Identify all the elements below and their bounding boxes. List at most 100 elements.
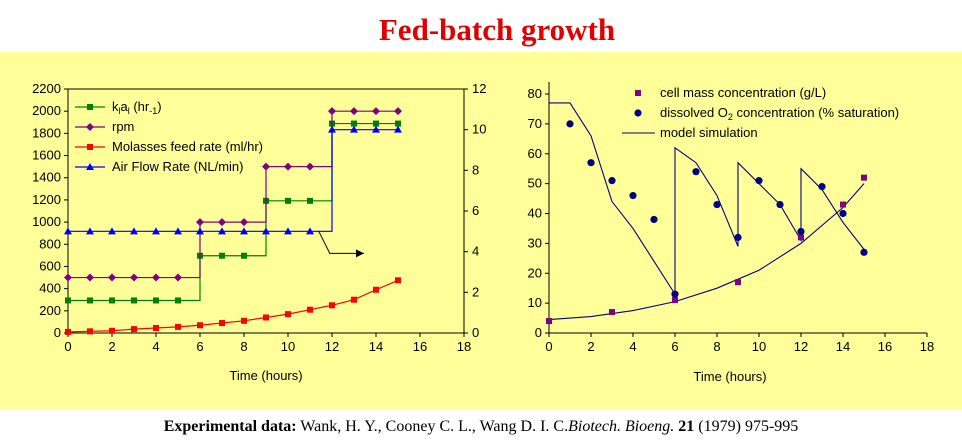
right-x-tick-label: 10 bbox=[752, 339, 766, 354]
right-y-tick-label: 0 bbox=[472, 325, 479, 340]
data-point bbox=[350, 107, 358, 116]
legend-label: Air Flow Rate (NL/min) bbox=[112, 159, 243, 174]
data-point bbox=[839, 209, 847, 218]
right-y-tick-label: 70 bbox=[528, 116, 542, 131]
data-point bbox=[671, 290, 679, 298]
data-point bbox=[219, 252, 225, 259]
data-point bbox=[175, 323, 181, 330]
data-point bbox=[861, 174, 867, 181]
legend-label: klal (hr-1) bbox=[112, 99, 162, 116]
legend-marker bbox=[86, 123, 94, 131]
data-point bbox=[240, 227, 248, 235]
data-point bbox=[351, 120, 357, 127]
data-point bbox=[218, 227, 226, 235]
data-point bbox=[798, 234, 804, 241]
data-point bbox=[734, 233, 742, 241]
right-x-tick-label: 14 bbox=[836, 339, 850, 354]
data-point bbox=[373, 120, 379, 127]
data-point bbox=[262, 227, 270, 235]
right-x-tick-label: 12 bbox=[794, 339, 808, 354]
data-point bbox=[174, 227, 182, 235]
legend-marker bbox=[86, 163, 94, 170]
data-point bbox=[860, 248, 868, 256]
data-point bbox=[350, 125, 358, 133]
data-point bbox=[108, 273, 116, 282]
data-point bbox=[713, 200, 721, 209]
right-y-tick-label: 10 bbox=[472, 122, 486, 137]
data-point bbox=[197, 322, 203, 329]
left-y-tick-label: 0 bbox=[54, 325, 61, 340]
data-point bbox=[776, 200, 784, 209]
data-point bbox=[109, 327, 115, 334]
data-point bbox=[566, 120, 574, 128]
left-y-tick-label: 1000 bbox=[32, 214, 61, 229]
citation-authors: Wank, H. Y., Cooney C. L., Wang D. I. C. bbox=[296, 418, 569, 435]
data-point bbox=[840, 201, 846, 208]
right-y-tick-label: 60 bbox=[528, 146, 542, 161]
data-point bbox=[395, 277, 401, 284]
data-point bbox=[131, 297, 137, 304]
annotation-arrow-head bbox=[356, 249, 364, 258]
data-point bbox=[152, 227, 160, 235]
right-x-tick-label: 4 bbox=[629, 339, 636, 354]
right-y-tick-label: 80 bbox=[528, 86, 542, 101]
left-x-tick-label: 2 bbox=[108, 339, 115, 354]
right-y-tick-label: 8 bbox=[472, 162, 479, 177]
data-point bbox=[307, 197, 313, 204]
left-x-tick-label: 18 bbox=[457, 339, 471, 354]
data-point bbox=[818, 183, 826, 191]
right-y-tick-label: 2 bbox=[472, 284, 479, 299]
left-y-tick-label: 600 bbox=[39, 258, 61, 273]
data-point bbox=[395, 120, 401, 127]
data-point bbox=[351, 296, 357, 303]
data-point bbox=[109, 297, 115, 304]
left-y-tick-label: 1800 bbox=[32, 125, 61, 140]
left-x-tick-label: 16 bbox=[413, 339, 427, 354]
data-point bbox=[219, 320, 225, 327]
data-point bbox=[546, 318, 552, 325]
right-series-1 bbox=[566, 120, 868, 298]
right-y-tick-label: 4 bbox=[472, 244, 479, 259]
right-y-tick-label: 20 bbox=[528, 265, 542, 280]
data-point bbox=[87, 297, 93, 304]
data-point bbox=[587, 159, 595, 167]
right-y-tick-label: 40 bbox=[528, 206, 542, 221]
left-x-tick-label: 0 bbox=[64, 339, 71, 354]
data-point bbox=[372, 107, 380, 116]
data-point bbox=[329, 302, 335, 309]
data-point bbox=[174, 273, 182, 282]
data-point bbox=[285, 197, 291, 204]
left-y-tick-label: 2000 bbox=[32, 103, 61, 118]
data-point bbox=[284, 227, 292, 235]
right-y-tick-label: 10 bbox=[528, 295, 542, 310]
right-y-tick-label: 12 bbox=[472, 81, 486, 96]
left-series-1 bbox=[64, 107, 402, 282]
left-y-tick-label: 400 bbox=[39, 281, 61, 296]
left-x-tick-label: 14 bbox=[369, 339, 383, 354]
legend-label: model simulation bbox=[660, 125, 758, 140]
data-point bbox=[65, 297, 71, 304]
data-point bbox=[306, 227, 314, 235]
data-point bbox=[241, 317, 247, 324]
data-point bbox=[152, 273, 160, 282]
data-point bbox=[608, 177, 616, 185]
legend-marker bbox=[634, 109, 642, 117]
data-point bbox=[797, 227, 805, 236]
left-y-tick-label: 2200 bbox=[32, 81, 61, 96]
data-point bbox=[240, 218, 248, 227]
data-point bbox=[263, 314, 269, 321]
right-y-tick-label: 50 bbox=[528, 176, 542, 191]
legend-label: dissolved O2 concentration (% saturation… bbox=[660, 105, 899, 122]
data-point bbox=[196, 227, 204, 235]
legend-marker bbox=[635, 90, 641, 96]
left-x-tick-label: 10 bbox=[281, 339, 295, 354]
left-x-tick-label: 4 bbox=[152, 339, 159, 354]
data-point bbox=[175, 297, 181, 304]
data-point bbox=[262, 162, 270, 171]
model-simulation-line-0 bbox=[549, 102, 865, 297]
data-point bbox=[130, 273, 138, 282]
slide-title: Fed-batch growth bbox=[378, 12, 616, 47]
citation: Experimental data: Wank, H. Y., Cooney C… bbox=[0, 418, 962, 436]
citation-pages: (1979) 975-995 bbox=[694, 418, 799, 435]
